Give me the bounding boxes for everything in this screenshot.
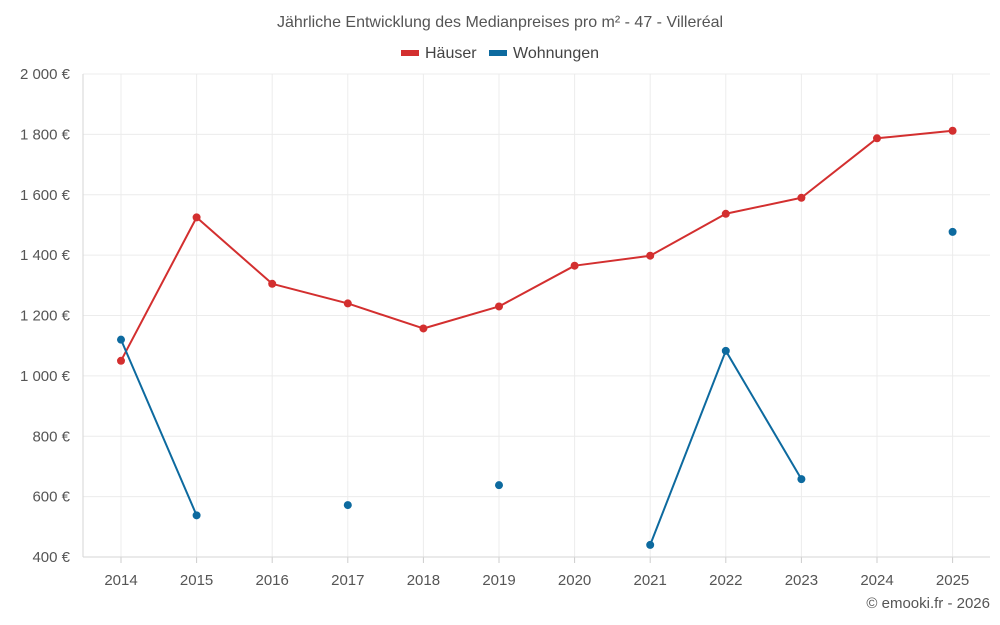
series-line-segment xyxy=(724,349,803,481)
series-wohnungen xyxy=(117,227,957,549)
x-tick-label: 2022 xyxy=(709,572,742,589)
series-line-segment xyxy=(195,216,274,285)
x-tick-label: 2025 xyxy=(936,572,969,589)
series-line-segment xyxy=(649,212,727,257)
data-point xyxy=(948,227,957,236)
series-line-segment xyxy=(346,302,425,330)
data-point xyxy=(570,261,579,270)
x-tick-label: 2017 xyxy=(331,572,364,589)
data-point xyxy=(268,279,277,288)
series-line-segment xyxy=(120,216,198,362)
series-line-segment xyxy=(573,254,652,267)
data-point xyxy=(192,511,201,520)
data-point xyxy=(721,346,730,355)
series-haeuser xyxy=(117,126,957,365)
legend-item-wohnungen[interactable]: Wohnungen xyxy=(489,45,599,63)
legend-item-haeuser[interactable]: Häuser xyxy=(400,45,477,63)
data-point xyxy=(721,209,730,218)
x-tick-label: 2015 xyxy=(180,572,213,589)
series-line-segment xyxy=(876,129,954,140)
data-point xyxy=(495,302,503,311)
series-line-segment xyxy=(800,137,878,199)
x-tick-label: 2023 xyxy=(785,572,818,589)
data-point xyxy=(646,251,655,260)
series-line-segment xyxy=(120,338,198,517)
legend-swatch-wohnungen xyxy=(489,49,508,56)
data-point xyxy=(495,481,503,490)
series-line-segment xyxy=(724,196,803,215)
data-point xyxy=(117,356,125,365)
data-point xyxy=(343,501,352,510)
data-point xyxy=(419,324,428,333)
x-tick-label: 2016 xyxy=(256,572,289,589)
copyright-credit: © emooki.fr - 2026 xyxy=(866,595,990,612)
y-tick-label: 800 € xyxy=(32,428,70,445)
legend-swatch-haeuser xyxy=(400,49,419,56)
grid-lines xyxy=(83,73,990,557)
legend-label-wohnungen: Wohnungen xyxy=(513,45,600,62)
axes: 400 € 600 € 800 € 1 000 € 1 200 € 1 400 € 1 60… xyxy=(20,66,990,589)
x-tick-label: 2021 xyxy=(634,572,667,589)
data-point xyxy=(797,193,806,202)
series-layer xyxy=(117,126,957,549)
chart-legend: Häuser Wohnungen xyxy=(0,45,1000,63)
series-line-segment xyxy=(271,282,349,305)
y-tick-label: 1 600 € xyxy=(20,187,71,204)
data-point xyxy=(117,335,125,344)
y-tick-label: 1 400 € xyxy=(20,247,71,264)
x-tick-label: 2024 xyxy=(860,572,893,589)
x-tick-label: 2018 xyxy=(407,572,440,589)
data-point xyxy=(646,540,655,549)
y-tick-label: 600 € xyxy=(32,489,70,506)
data-point xyxy=(873,134,881,143)
y-tick-label: 400 € xyxy=(32,549,70,566)
series-line-segment xyxy=(649,349,727,546)
data-point xyxy=(948,126,957,135)
data-point xyxy=(343,299,352,308)
x-tick-label: 2019 xyxy=(482,572,515,589)
y-tick-label: 1 200 € xyxy=(20,308,71,325)
y-tick-label: 1 800 € xyxy=(20,126,71,143)
x-tick-label: 2020 xyxy=(558,572,591,589)
chart-title: Jährliche Entwicklung des Medianpreises … xyxy=(276,14,724,31)
y-tick-label: 2 000 € xyxy=(20,66,71,83)
series-line-segment xyxy=(498,264,576,308)
data-point xyxy=(797,475,806,484)
y-tick-label: 1 000 € xyxy=(20,368,71,385)
x-tick-label: 2014 xyxy=(104,572,137,589)
series-line-segment xyxy=(422,305,500,330)
data-point xyxy=(192,213,201,222)
legend-label-haeuser: Häuser xyxy=(424,45,477,62)
